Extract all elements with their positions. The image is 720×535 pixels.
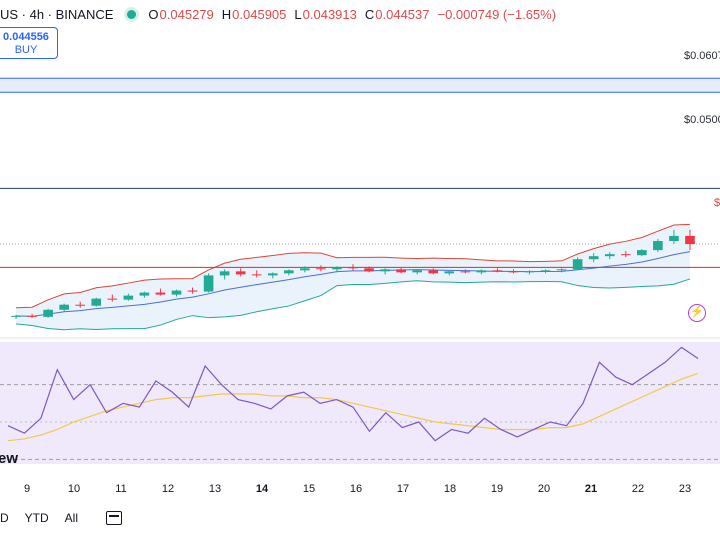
chart-header: US · 4h · BINANCE O 0.045279 H 0.045905 … <box>0 4 564 24</box>
range-toolbar: D YTD All <box>0 508 138 528</box>
time-axis-label: 12 <box>161 483 175 495</box>
time-axis-label: 9 <box>23 483 31 495</box>
time-axis-label: 17 <box>396 483 410 495</box>
candle <box>59 304 69 310</box>
price-level-label-1: $0.0607 <box>682 50 720 62</box>
time-axis-label: 13 <box>208 483 222 495</box>
change-value: −0.000749 (−1.65%) <box>437 6 557 22</box>
time-axis-label: 14 <box>255 483 269 495</box>
close-value: 0.044537 <box>375 6 430 22</box>
close-label: C <box>364 6 375 22</box>
time-axis-label: 19 <box>490 483 504 495</box>
candle <box>251 274 262 276</box>
time-axis-label: 20 <box>537 483 551 495</box>
candle <box>91 298 102 306</box>
candle <box>412 270 422 273</box>
candle <box>572 259 583 270</box>
candle <box>139 292 150 296</box>
low-label: L <box>294 6 302 22</box>
price-level-label-2: $0.0500 <box>682 114 720 126</box>
open-value: 0.045279 <box>159 6 214 22</box>
time-axis-label: 23 <box>678 483 692 495</box>
candle <box>444 271 455 274</box>
candle <box>300 268 310 271</box>
time-axis-label: 15 <box>302 483 316 495</box>
candle <box>75 304 86 306</box>
high-label: H <box>221 6 232 22</box>
candle <box>43 309 53 317</box>
candle <box>460 271 471 273</box>
price-level-label-3: $ <box>712 197 720 209</box>
candle <box>235 271 246 275</box>
candle <box>556 269 567 271</box>
candle <box>396 269 406 273</box>
candle <box>540 270 551 272</box>
time-axis-label: 18 <box>443 483 457 495</box>
open-label: O <box>148 6 159 22</box>
candle <box>364 268 374 272</box>
band-lower <box>15 278 691 331</box>
market-status-icon <box>127 9 137 19</box>
calendar-icon[interactable] <box>106 511 123 525</box>
range-button-ytd[interactable]: YTD <box>24 511 49 525</box>
candle <box>107 298 118 300</box>
buy-price: 0.044556 <box>3 31 49 43</box>
candle <box>219 271 230 276</box>
candle <box>588 256 599 260</box>
buy-button[interactable]: 0.044556 BUY <box>0 27 58 59</box>
candle <box>492 270 503 272</box>
candle <box>604 254 615 257</box>
time-axis-label: 11 <box>115 483 127 495</box>
candle <box>428 270 439 274</box>
candles <box>11 229 695 319</box>
rsi-line <box>7 346 699 442</box>
watermark-text: ew <box>0 450 19 467</box>
band-fill <box>16 224 690 330</box>
candle <box>187 290 198 292</box>
time-axis-label: 16 <box>349 483 363 495</box>
candle <box>380 269 390 272</box>
candle <box>267 273 278 276</box>
candle <box>524 271 535 273</box>
candle <box>316 268 326 270</box>
candle <box>284 270 294 274</box>
candle <box>348 267 358 269</box>
level-band <box>0 78 720 93</box>
time-axis-label: 21 <box>584 483 598 495</box>
rsi-background <box>0 342 720 464</box>
candle <box>11 315 21 317</box>
range-button-all[interactable]: All <box>64 511 79 525</box>
candle <box>123 295 134 300</box>
high-value: 0.045905 <box>232 6 287 22</box>
candle <box>332 267 342 270</box>
candle <box>508 271 519 273</box>
candle <box>171 290 182 295</box>
candle <box>203 275 214 292</box>
candle <box>669 235 679 242</box>
candle <box>476 270 487 273</box>
candle <box>155 292 166 295</box>
band-upper <box>16 223 690 309</box>
buy-label: BUY <box>14 44 38 56</box>
low-value: 0.043913 <box>302 6 357 22</box>
candle <box>637 250 647 256</box>
candle <box>653 241 663 251</box>
candle <box>27 315 37 317</box>
candle <box>620 254 631 256</box>
symbol-label[interactable]: US · 4h · BINANCE <box>0 6 114 22</box>
candle <box>685 235 695 245</box>
range-button-d[interactable]: D <box>0 511 9 525</box>
time-axis-label: 22 <box>631 483 645 495</box>
time-axis-label: 10 <box>67 483 81 495</box>
lightning-icon[interactable]: ⚡ <box>688 304 706 322</box>
rsi-ma-line <box>7 372 699 442</box>
